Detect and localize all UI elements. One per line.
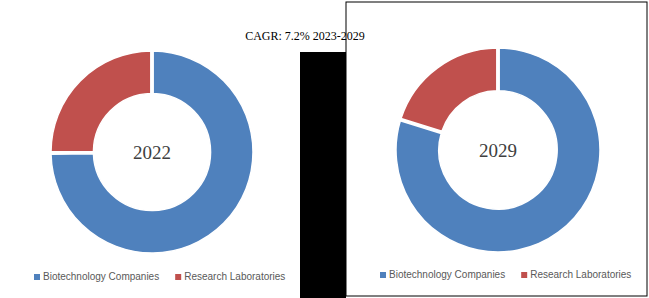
legend: Biotechnology Companies Research Laborato… — [380, 269, 631, 280]
center-label: 2029 — [479, 140, 517, 161]
legend-swatch — [34, 274, 40, 280]
center-label: 2022 — [133, 142, 171, 163]
donut-slice — [51, 51, 253, 253]
chart-title: CAGR: 7.2% 2023-2029 — [245, 29, 365, 43]
legend-swatch — [175, 274, 181, 280]
donut-slice — [396, 48, 600, 252]
legend-label: Research Laboratories — [530, 269, 631, 280]
legend-swatch — [380, 272, 386, 278]
panel — [346, 2, 647, 296]
chart-canvas: 2022 Biotechnology Companies Research Labo… — [0, 0, 649, 298]
legend: Biotechnology Companies Research Laborato… — [34, 271, 285, 282]
donut-slice — [51, 51, 151, 152]
donut-chart: 2029 — [396, 48, 600, 252]
legend-swatch — [521, 272, 527, 278]
legend-label: Biotechnology Companies — [389, 269, 505, 280]
donut-chart: 2022 — [51, 51, 253, 253]
donut-slice — [401, 48, 497, 131]
legend-label: Biotechnology Companies — [43, 271, 159, 282]
legend-label: Research Laboratories — [184, 271, 285, 282]
panel-edge — [300, 52, 346, 298]
